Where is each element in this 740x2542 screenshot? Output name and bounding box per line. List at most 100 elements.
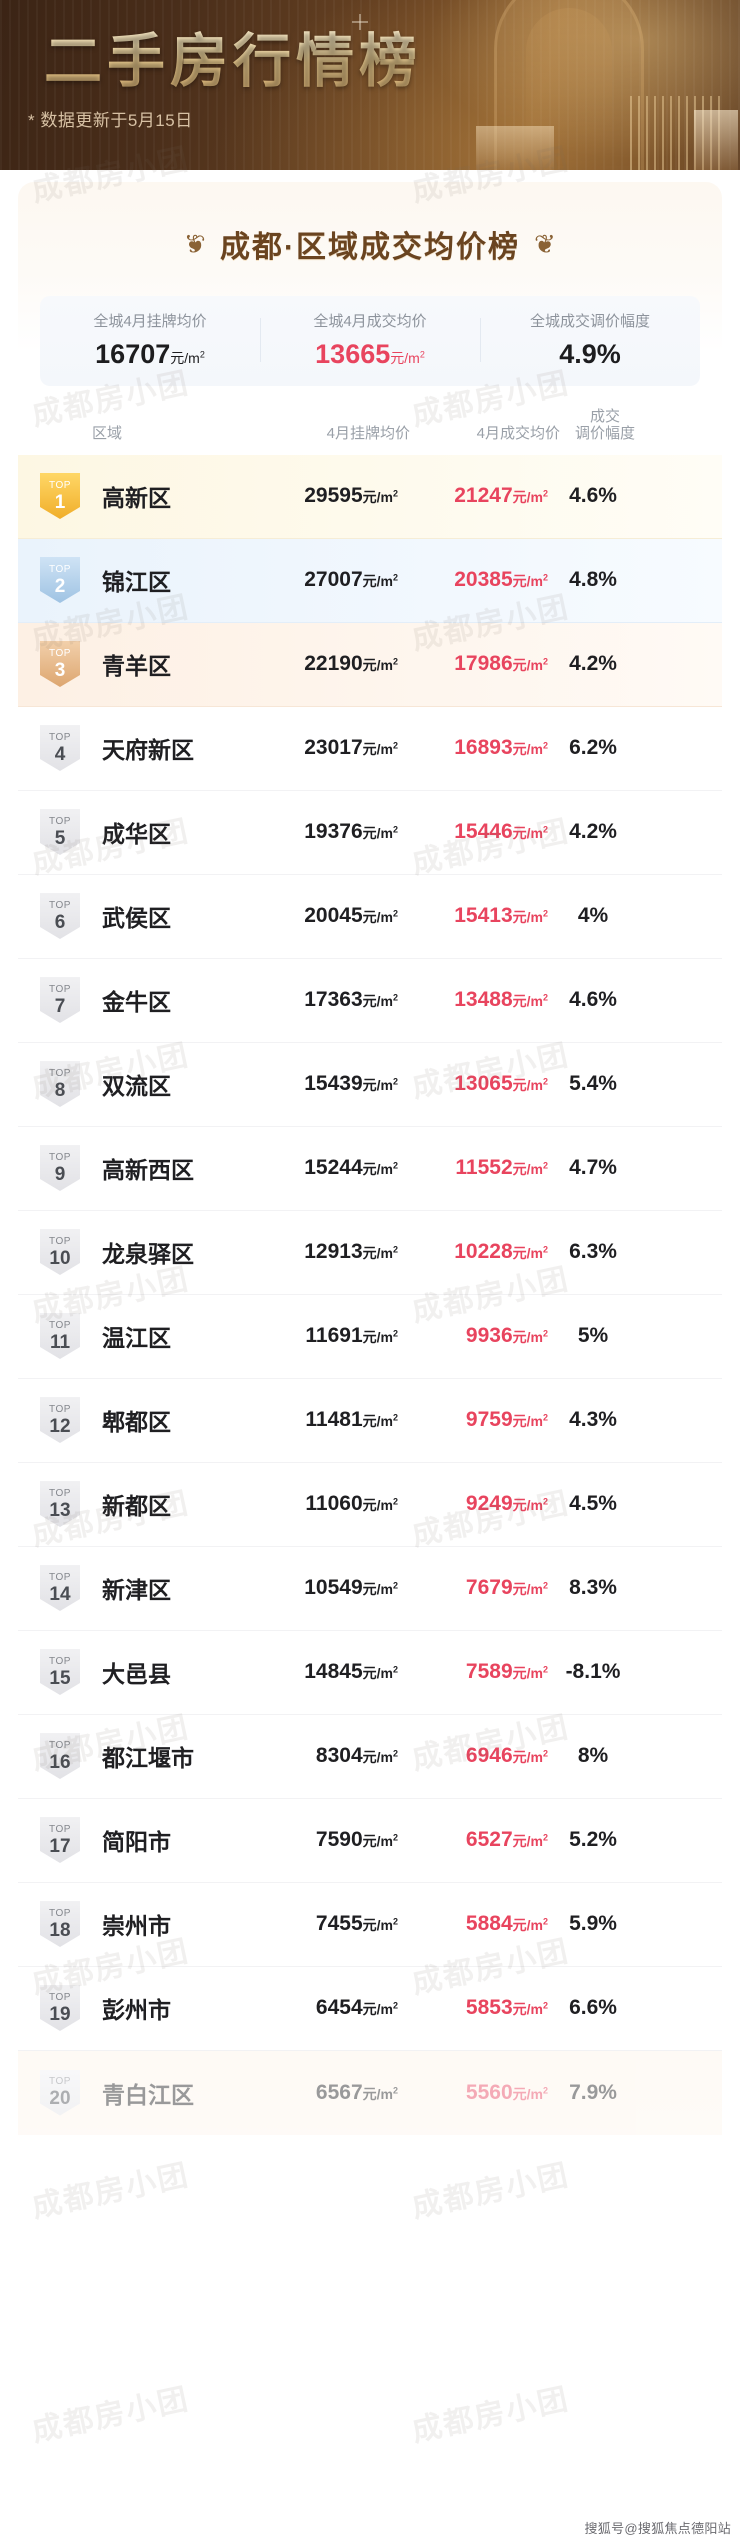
rank-badge: TOP 3: [40, 641, 80, 687]
table-row[interactable]: TOP 9 高新西区 15244元/m2 11552元/m2 4.7%: [18, 1127, 722, 1211]
table-row[interactable]: TOP 19 彭州市 6454元/m2 5853元/m2 6.6%: [18, 1967, 722, 2051]
table-row[interactable]: TOP 2 锦江区 27007元/m2 20385元/m2 4.8%: [18, 538, 722, 623]
rank-badge-number: 12: [49, 1415, 71, 1437]
listing-value: 11691: [305, 1324, 363, 1347]
rank-badge-number: 20: [49, 2088, 71, 2109]
rank-badge: TOP 13: [40, 1481, 80, 1527]
cell-adjust-rate: 5.4%: [569, 1072, 617, 1095]
cell-listing-price: 27007元/m2: [248, 568, 398, 592]
rank-badge: TOP 15: [40, 1649, 80, 1695]
listing-unit: 元/m2: [362, 1244, 398, 1261]
table-row[interactable]: TOP 15 大邑县 14845元/m2 7589元/m2 -8.1%: [18, 1631, 722, 1715]
table-row[interactable]: TOP 18 崇州市 7455元/m2 5884元/m2 5.9%: [18, 1883, 722, 1967]
cell-area: 龙泉驿区: [102, 1241, 194, 1267]
cell-area: 郫都区: [102, 1409, 171, 1435]
rank-badge-number: 9: [54, 1163, 66, 1185]
deal-value: 10228: [454, 1240, 513, 1263]
laurel-left-icon: ❦: [184, 229, 206, 259]
table-row[interactable]: TOP 12 郫都区 11481元/m2 9759元/m2 4.3%: [18, 1379, 722, 1463]
summary-label: 全城成交调价幅度: [529, 313, 650, 330]
listing-value: 20045: [304, 904, 363, 927]
deal-unit: 元/m2: [512, 1832, 548, 1849]
table-row[interactable]: TOP 3 青羊区 22190元/m2 17986元/m2 4.2%: [18, 622, 722, 707]
table-row[interactable]: TOP 13 新都区 11060元/m2 9249元/m2 4.5%: [18, 1463, 722, 1547]
cell-listing-price: 11691元/m2: [248, 1324, 398, 1348]
cell-deal-price: 13065元/m2: [398, 1072, 548, 1096]
rank-badge: TOP 20: [40, 2069, 80, 2116]
deal-value: 21247: [454, 484, 513, 507]
deal-unit: 元/m2: [512, 488, 548, 505]
rank-badge: TOP 10: [40, 1229, 80, 1275]
cell-deal-price: 6527元/m2: [398, 1828, 548, 1852]
cell-adjust-rate: 5.9%: [569, 1912, 617, 1935]
hero-building-block-small-icon: [694, 110, 738, 170]
cell-listing-price: 12913元/m2: [248, 1240, 398, 1264]
table-row[interactable]: TOP 14 新津区 10549元/m2 7679元/m2 8.3%: [18, 1547, 722, 1631]
cell-adjust-rate: 4.6%: [569, 988, 617, 1011]
deal-unit: 元/m2: [512, 2000, 548, 2017]
table-row[interactable]: TOP 6 武侯区 20045元/m2 15413元/m2 4%: [18, 875, 722, 959]
cell-deal-price: 20385元/m2: [398, 568, 548, 592]
summary-value: 13665元/m2: [260, 339, 480, 370]
rank-badge-prefix: TOP: [49, 1235, 71, 1247]
cell-listing-price: 14845元/m2: [248, 1660, 398, 1684]
rank-badge: TOP 5: [40, 809, 80, 855]
listing-value: 8304: [315, 1744, 363, 1767]
deal-value: 15446: [454, 820, 513, 843]
hero-banner: 二手房行情榜 * 数据更新于5月15日: [0, 0, 740, 170]
cell-area: 简阳市: [102, 1829, 171, 1855]
cell-adjust-rate: 7.9%: [569, 2080, 617, 2104]
cell-adjust-rate: 4.8%: [569, 568, 617, 591]
listing-value: 11481: [305, 1408, 363, 1431]
table-row[interactable]: TOP 17 简阳市 7590元/m2 6527元/m2 5.2%: [18, 1799, 722, 1883]
deal-value: 15413: [454, 904, 513, 927]
table-row[interactable]: TOP 11 温江区 11691元/m2 9936元/m2 5%: [18, 1295, 722, 1379]
table-row[interactable]: TOP 4 天府新区 23017元/m2 16893元/m2 6.2%: [18, 707, 722, 791]
cell-deal-price: 15413元/m2: [398, 904, 548, 928]
cell-area: 青白江区: [102, 2081, 194, 2108]
cell-listing-price: 22190元/m2: [248, 652, 398, 676]
table-row[interactable]: TOP 20 青白江区 6567元/m2 5560元/m2 7.9%: [18, 2050, 722, 2135]
table-row[interactable]: TOP 16 都江堰市 8304元/m2 6946元/m2 8%: [18, 1715, 722, 1799]
cell-listing-price: 7455元/m2: [248, 1912, 398, 1936]
rank-badge-number: 3: [54, 659, 66, 681]
cell-area: 崇州市: [102, 1913, 171, 1939]
cell-listing-price: 8304元/m2: [248, 1744, 398, 1768]
listing-unit: 元/m2: [362, 656, 398, 673]
rank-badge: TOP 1: [40, 473, 80, 519]
rank-badge: TOP 8: [40, 1061, 80, 1107]
hero-building-block-icon: [476, 126, 554, 170]
rank-badge-prefix: TOP: [49, 647, 71, 659]
cell-adjust-rate: -8.1%: [565, 1660, 621, 1683]
table-row[interactable]: TOP 1 高新区 29595元/m2 21247元/m2 4.6%: [18, 454, 722, 539]
listing-value: 6567: [315, 2080, 363, 2104]
rank-badge-prefix: TOP: [49, 1655, 71, 1667]
table-row[interactable]: TOP 5 成华区 19376元/m2 15446元/m2 4.2%: [18, 791, 722, 875]
column-header-adjust: 成交 调价幅度: [560, 408, 650, 443]
rank-badge-number: 6: [54, 911, 66, 933]
cell-listing-price: 10549元/m2: [248, 1576, 398, 1600]
cell-area: 都江堰市: [102, 1745, 194, 1771]
hero-subtitle: * 数据更新于5月15日: [28, 111, 193, 130]
table-header: 区域 4月挂牌均价 4月成交均价 成交 调价幅度: [18, 386, 722, 455]
listing-value: 15244: [304, 1156, 363, 1179]
table-row[interactable]: TOP 8 双流区 15439元/m2 13065元/m2 5.4%: [18, 1043, 722, 1127]
deal-value: 20385: [454, 568, 513, 591]
card-title: 成都·区域成交均价榜: [220, 231, 520, 264]
table-row[interactable]: TOP 10 龙泉驿区 12913元/m2 10228元/m2 6.3%: [18, 1211, 722, 1295]
cell-adjust-rate: 8.3%: [569, 1576, 617, 1599]
cell-area: 彭州市: [102, 1997, 171, 2023]
table-row[interactable]: TOP 7 金牛区 17363元/m2 13488元/m2 4.6%: [18, 959, 722, 1043]
listing-unit: 元/m2: [362, 1412, 398, 1429]
rank-badge-prefix: TOP: [49, 731, 71, 743]
cell-listing-price: 17363元/m2: [248, 988, 398, 1012]
cell-deal-price: 6946元/m2: [398, 1744, 548, 1768]
summary-number: 13665: [315, 339, 391, 369]
cell-deal-price: 9936元/m2: [398, 1324, 548, 1348]
cell-area: 成华区: [102, 821, 171, 847]
rank-badge-number: 5: [54, 827, 66, 849]
rank-badge-number: 2: [54, 575, 66, 597]
rank-badge-prefix: TOP: [49, 899, 71, 911]
deal-unit: 元/m2: [512, 1580, 548, 1597]
cell-listing-price: 6454元/m2: [248, 1996, 398, 2020]
